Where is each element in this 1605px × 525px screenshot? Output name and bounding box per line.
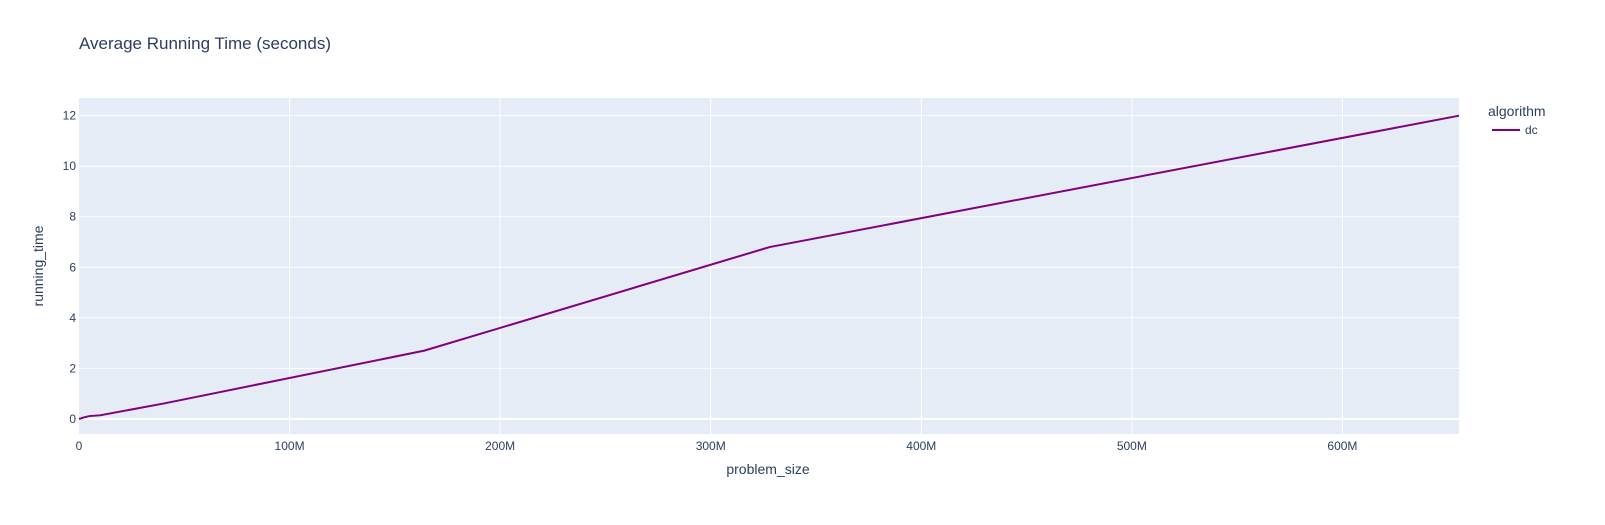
x-tick-label: 600M xyxy=(1327,439,1357,453)
x-tick-label: 300M xyxy=(696,439,726,453)
y-tick-label: 10 xyxy=(63,159,77,173)
y-tick-label: 12 xyxy=(63,109,77,123)
y-tick-label: 2 xyxy=(69,361,76,375)
x-tick-label: 500M xyxy=(1117,439,1147,453)
x-tick-label: 0 xyxy=(76,439,83,453)
series-layer xyxy=(78,114,1460,420)
x-tick-label: 400M xyxy=(906,439,936,453)
plot-area xyxy=(79,98,1459,434)
grid-lines xyxy=(79,98,1459,434)
y-tick-label: 6 xyxy=(69,260,76,274)
x-tick-label: 200M xyxy=(485,439,515,453)
y-tick-label: 0 xyxy=(69,412,76,426)
chart-title: Average Running Time (seconds) xyxy=(79,34,331,53)
legend[interactable]: algorithm dc xyxy=(1488,103,1546,137)
x-axis-title: problem_size xyxy=(726,461,809,477)
legend-items[interactable]: dc xyxy=(1492,123,1538,137)
legend-title: algorithm xyxy=(1488,103,1546,119)
y-tick-label: 8 xyxy=(69,210,76,224)
series-line-dc xyxy=(78,114,1460,420)
legend-label: dc xyxy=(1525,123,1538,137)
tick-labels: 0 100M 200M 300M 400M 500M 600M 0 2 4 6 8 10 12 xyxy=(63,109,1358,453)
y-tick-label: 4 xyxy=(69,311,76,325)
y-axis-title: running_time xyxy=(30,225,46,306)
legend-item-dc[interactable]: dc xyxy=(1492,123,1538,137)
x-tick-label: 100M xyxy=(275,439,305,453)
